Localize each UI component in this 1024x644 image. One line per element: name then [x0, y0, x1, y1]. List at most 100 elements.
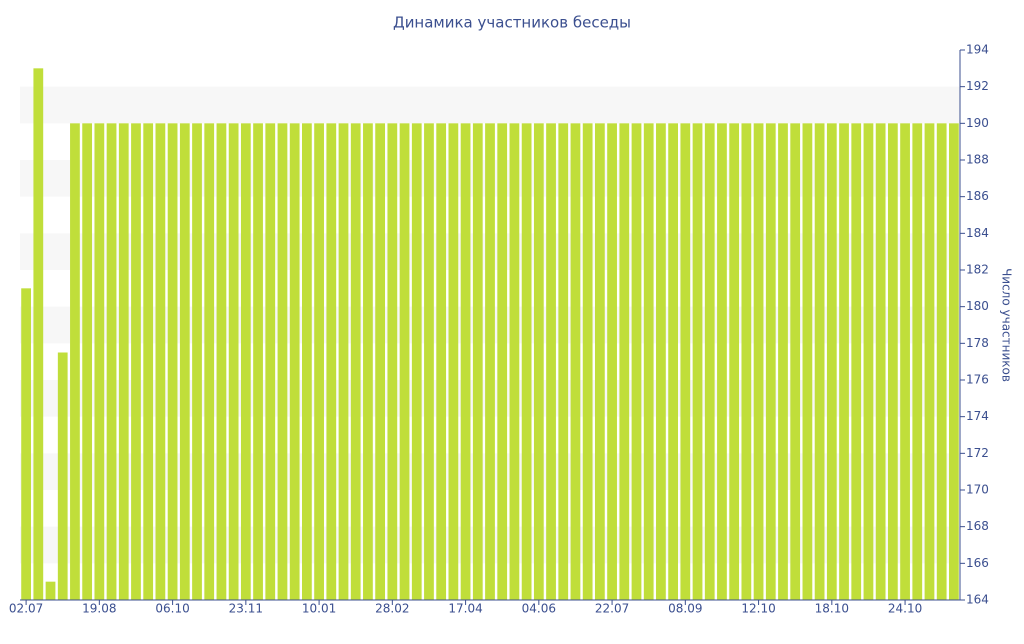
bar — [643, 123, 654, 600]
bar — [70, 123, 80, 600]
x-tick-label: 19.08 — [82, 602, 116, 616]
x-tick-label: 24.10 — [888, 602, 922, 616]
bar — [594, 123, 605, 600]
bar — [680, 123, 691, 600]
x-tick-label: 08.09 — [668, 602, 702, 616]
bar — [289, 123, 300, 600]
bar — [131, 123, 141, 600]
bar — [631, 123, 642, 600]
bar — [778, 123, 788, 600]
bar — [192, 123, 202, 600]
y-tick-label: 184 — [966, 226, 989, 240]
bar — [558, 123, 569, 600]
bar — [326, 123, 337, 600]
bar — [814, 123, 825, 600]
x-tick-label: 17.04 — [448, 602, 482, 616]
bar — [521, 123, 532, 600]
bar — [363, 123, 373, 600]
bar — [949, 123, 959, 600]
bar — [924, 123, 935, 600]
bar — [375, 123, 386, 600]
y-tick-label: 168 — [966, 519, 989, 533]
bar — [179, 123, 190, 600]
bar — [704, 123, 715, 600]
y-tick-label: 170 — [966, 483, 989, 497]
bar — [106, 123, 117, 600]
x-tick-label: 06.10 — [155, 602, 189, 616]
bar — [668, 123, 678, 600]
y-tick-label: 186 — [966, 189, 989, 203]
bar — [228, 123, 239, 600]
bar — [753, 123, 764, 600]
y-tick-label: 166 — [966, 556, 989, 570]
bar — [204, 123, 215, 600]
bar — [45, 581, 56, 600]
bar — [424, 123, 434, 600]
y-tick-label: 188 — [966, 153, 989, 167]
bar — [143, 123, 154, 600]
bar — [253, 123, 263, 600]
bar — [472, 123, 483, 600]
bar — [265, 123, 276, 600]
bar — [411, 123, 422, 600]
bar — [277, 123, 288, 600]
bar — [717, 123, 727, 600]
bar — [570, 123, 581, 600]
bar — [82, 123, 93, 600]
x-tick-label: 23.11 — [229, 602, 263, 616]
bar — [887, 123, 898, 600]
y-tick-label: 164 — [966, 593, 989, 607]
x-tick-label: 18.10 — [815, 602, 849, 616]
bar — [863, 123, 874, 600]
y-tick-label: 180 — [966, 299, 989, 313]
bar — [338, 123, 349, 600]
x-tick-label: 10.01 — [302, 602, 336, 616]
bar — [350, 123, 361, 600]
bar — [546, 123, 556, 600]
bar — [533, 123, 544, 600]
bar — [619, 123, 630, 600]
bar — [460, 123, 471, 600]
bar — [240, 123, 251, 600]
bar — [216, 123, 227, 600]
bar — [33, 68, 44, 601]
bar — [314, 123, 324, 600]
y-tick-label: 192 — [966, 79, 989, 93]
x-tick-label: 02.07 — [9, 602, 43, 616]
bar — [802, 123, 813, 600]
bar — [900, 123, 910, 600]
bar — [839, 123, 849, 600]
bar — [826, 123, 837, 600]
bar — [765, 123, 776, 600]
x-tick-label: 04.06 — [522, 602, 556, 616]
y-axis-label: Число участников — [1000, 268, 1014, 382]
x-tick-label: 12.10 — [741, 602, 775, 616]
x-tick-label: 28.02 — [375, 602, 409, 616]
chart-title: Динамика участников беседы — [393, 14, 631, 32]
bar — [485, 123, 495, 600]
grid-band — [20, 86, 960, 124]
bar — [790, 123, 801, 600]
bar — [607, 123, 617, 600]
bar — [656, 123, 666, 600]
bar — [94, 123, 105, 600]
bar — [387, 123, 398, 600]
bar — [448, 123, 459, 600]
x-tick-label: 22.07 — [595, 602, 629, 616]
bar — [875, 123, 886, 600]
bar — [436, 123, 447, 600]
bar — [155, 123, 166, 600]
y-tick-label: 190 — [966, 116, 989, 130]
bar — [21, 288, 31, 600]
bar — [509, 123, 520, 600]
y-tick-label: 182 — [966, 263, 989, 277]
bar — [936, 123, 947, 600]
bar — [582, 123, 593, 600]
bar — [851, 123, 862, 600]
bar — [167, 123, 178, 600]
y-tick-label: 172 — [966, 446, 989, 460]
bar — [741, 123, 752, 600]
y-tick-label: 178 — [966, 336, 989, 350]
bar — [57, 352, 68, 600]
